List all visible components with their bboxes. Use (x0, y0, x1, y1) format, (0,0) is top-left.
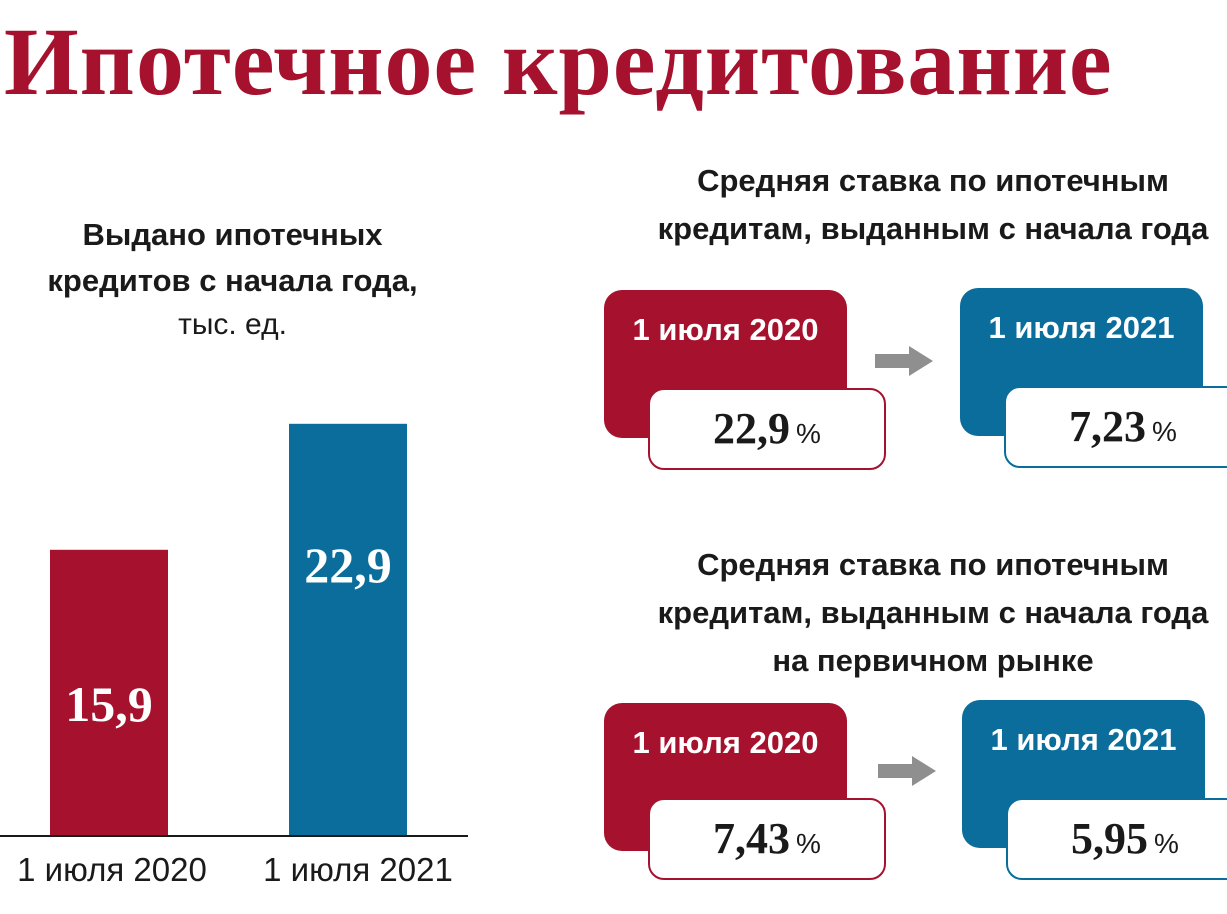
rate-panel-2-title: Средняя ставка по ипотечным кредитам, вы… (608, 541, 1227, 685)
category-label-1: 1 июля 2020 (17, 851, 207, 888)
arrow-right-icon (875, 346, 933, 376)
rate-panel-2-title-line-3: на первичном рынке (772, 643, 1094, 678)
rate-panel-1-value-2021: 7,23% (1004, 386, 1227, 468)
rate-panel-2-title-line-1: Средняя ставка по ипотечным (697, 547, 1169, 582)
rate-panel-2-value-2020-unit: % (796, 828, 821, 859)
bar-chart-title-line-1: Выдано ипотечных (82, 217, 383, 252)
bar-chart-unit: тыс. ед. (178, 308, 287, 341)
rate-panel-2-value-2021: 5,95% (1006, 798, 1227, 880)
category-label-2: 1 июля 2021 (263, 851, 453, 888)
rate-panel-2-value-2021-number: 5,95 (1071, 814, 1149, 863)
rate-panel-2-value-2020-number: 7,43 (713, 814, 791, 863)
rate-panel-2-period-2021-label: 1 июля 2021 (990, 722, 1177, 757)
rate-panel-1-value-2020: 22,9% (648, 388, 886, 470)
page-title: Ипотечное кредитование (4, 8, 1113, 115)
rate-panel-1-title-line-2: кредитам, выданным с начала года (657, 211, 1209, 246)
bar-chart-title: Выдано ипотечных кредитов с начала года, (0, 212, 465, 304)
bar-value-label-1: 15,9 (65, 676, 153, 732)
rate-panel-1-value-2020-number: 22,9 (713, 404, 791, 453)
rate-panel-1-value-2020-unit: % (796, 418, 821, 449)
bar-1 (50, 549, 168, 836)
bar-chart: 15,9 1 июля 2020 22,9 1 июля 2021 (0, 423, 468, 888)
bar-2 (289, 423, 407, 836)
rate-panel-1-title-line-1: Средняя ставка по ипотечным (697, 163, 1169, 198)
rate-panel-2-value-2020: 7,43% (648, 798, 886, 880)
bar-chart-title-line-2: кредитов с начала года, (47, 263, 418, 298)
rate-panel-1-title: Средняя ставка по ипотечным кредитам, вы… (608, 157, 1227, 253)
rate-panel-2-value-2021-unit: % (1154, 828, 1179, 859)
rate-panel-2-title-line-2: кредитам, выданным с начала года (657, 595, 1209, 630)
arrow-right-icon (878, 756, 936, 786)
rate-panel-2-period-2020-label: 1 июля 2020 (632, 725, 819, 760)
rate-panel-1-period-2020-label: 1 июля 2020 (632, 312, 819, 347)
rate-panel-1-value-2021-unit: % (1152, 416, 1177, 447)
bar-value-label-2: 22,9 (304, 537, 392, 593)
rate-panel-1-period-2021-label: 1 июля 2021 (988, 310, 1175, 345)
rate-panel-1-value-2021-number: 7,23 (1069, 402, 1147, 451)
